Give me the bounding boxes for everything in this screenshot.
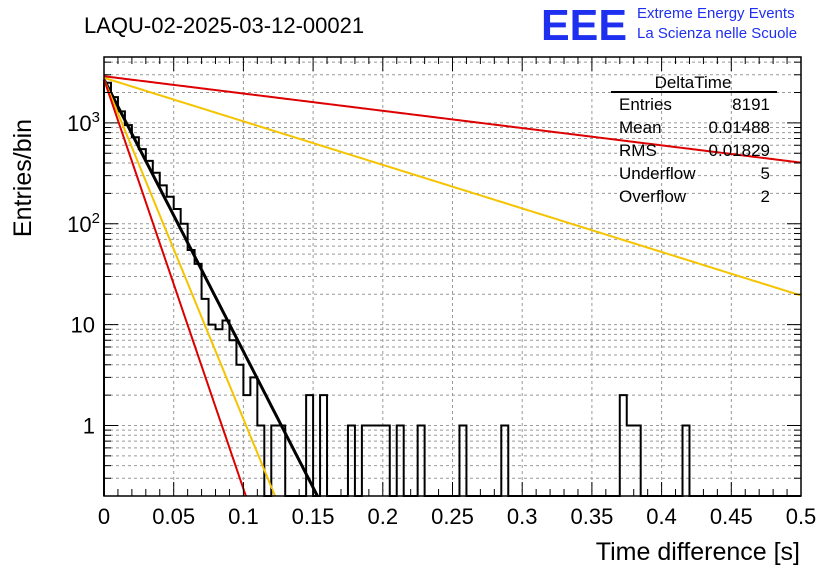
stats-value: 2 (761, 187, 770, 206)
y-tick-label: 103 (67, 109, 100, 136)
fit-curves (102, 75, 802, 497)
stats-label: Mean (619, 118, 662, 137)
fit-curve-4 (103, 76, 802, 297)
stats-label: RMS (619, 141, 657, 160)
fit-curve-1 (102, 78, 319, 497)
x-tick-label: 0.35 (570, 504, 613, 529)
x-tick-label: 0.3 (507, 504, 538, 529)
y-tick-label: 1 (83, 413, 95, 438)
x-tick-label: 0.05 (152, 504, 195, 529)
histogram-step (103, 81, 801, 497)
fit-curve-2 (103, 78, 276, 497)
x-tick-label: 0.45 (710, 504, 753, 529)
x-tick-label: 0 (98, 504, 110, 529)
y-tick-label: 10 (71, 313, 95, 338)
x-tick-label: 0.2 (368, 504, 399, 529)
x-tick-label: 0.25 (431, 504, 474, 529)
y-tick-label: 102 (67, 210, 100, 237)
eee-logo-mark: EEE (541, 1, 627, 50)
fit-curve-3 (103, 79, 247, 497)
x-tick-label: 0.4 (646, 504, 677, 529)
stats-value: 0.01488 (709, 118, 770, 137)
stats-value: 5 (761, 164, 770, 183)
x-tick-label: 0.15 (292, 504, 335, 529)
grid (103, 57, 802, 497)
y-axis-title: Entries/bin (9, 119, 37, 237)
axes: 0 0.05 0.1 0.15 0.2 0.25 0.3 0.35 0.4 0.45 0.5 1 10 1… (67, 56, 817, 529)
stats-box: DeltaTime Entries 8191 Mean 0.01488 RMS 0.018… (611, 73, 777, 206)
x-tick-label: 0.5 (786, 504, 817, 529)
stats-value: 8191 (732, 95, 770, 114)
x-tick-label: 0.1 (228, 504, 259, 529)
stats-value: 0.01829 (709, 141, 770, 160)
x-axis-title: Time difference [s] (596, 538, 800, 566)
fit-curve-5 (103, 75, 802, 164)
stats-label: Underflow (619, 164, 696, 183)
histogram-bars (103, 81, 801, 497)
logo-line-2: La Scienza nelle Scuole (637, 25, 797, 42)
chart-title: LAQU-02-2025-03-12-00021 (84, 13, 364, 38)
logo-line-1: Extreme Energy Events (637, 5, 795, 22)
stats-label: Overflow (619, 187, 687, 206)
stats-rows: Entries 8191 Mean 0.01488 RMS 0.01829 Underflo… (619, 95, 770, 206)
stats-name: DeltaTime (655, 73, 732, 92)
stats-label: Entries (619, 95, 672, 114)
